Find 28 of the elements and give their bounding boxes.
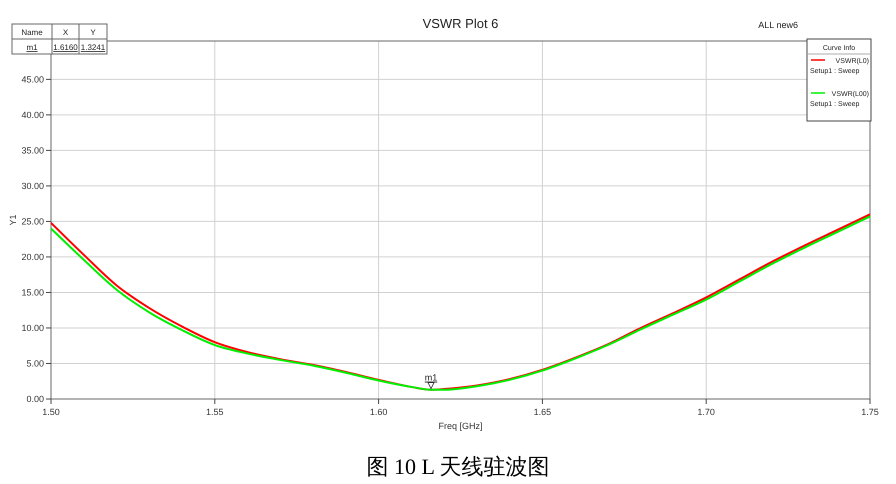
x-tick-label: 1.50 [42, 407, 60, 417]
y-tick-label: 40.00 [21, 110, 44, 120]
annotation: 1.6160 [53, 43, 78, 52]
chart-title: VSWR Plot 6 [422, 16, 498, 31]
y-tick-label: 35.00 [21, 146, 44, 156]
x-tick-label: 1.60 [370, 407, 388, 417]
text: Y [90, 28, 96, 37]
y-tick-label: 30.00 [21, 181, 44, 192]
annotation: 1.3241 [80, 43, 106, 52]
text: Name [21, 28, 44, 37]
x-axis-title: Freq [GHz] [438, 421, 483, 431]
text: X [62, 28, 69, 37]
y-tick-label: 15.00 [21, 288, 44, 298]
y-tick-label: 20.00 [21, 252, 44, 262]
y-tick-label: 5.00 [26, 358, 44, 369]
x-tick-label: 1.65 [534, 407, 552, 417]
x-tick-label: 1.70 [697, 407, 715, 417]
x-tick-label: 1.75 [861, 407, 879, 417]
caption: 图 10 L 天线驻波图 [366, 454, 550, 479]
y-tick-label: 25.00 [21, 216, 44, 227]
y-tick-label: 45.00 [21, 74, 44, 85]
y-tick-label: 10.00 [21, 323, 44, 334]
annotation: m1 [424, 372, 438, 383]
x-tick-label: 1.55 [206, 407, 224, 417]
text: ALL new6 [758, 20, 798, 30]
y-tick-label: 0.00 [26, 394, 44, 404]
text: m1 [26, 43, 38, 52]
y-axis-title: Y1 [8, 214, 18, 226]
